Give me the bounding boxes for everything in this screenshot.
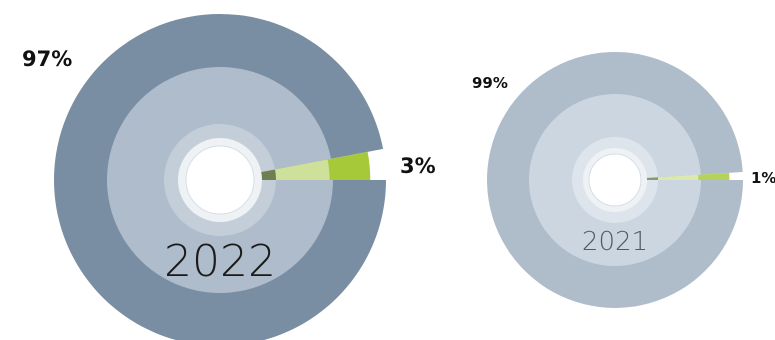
slice-label-3: 3% [400, 154, 436, 178]
center-hub-inner [185, 145, 255, 215]
donut-chart-2022 [54, 14, 386, 340]
slice-label-97: 97% [22, 47, 72, 71]
year-label-2022: 2022 [164, 236, 276, 287]
center-hub-inner [588, 153, 642, 207]
slice-label-1: 1% [751, 169, 775, 187]
slice-label-99: 99% [472, 74, 508, 92]
donut-chart-2021 [486, 51, 743, 308]
year-label-2021: 2021 [582, 227, 648, 257]
